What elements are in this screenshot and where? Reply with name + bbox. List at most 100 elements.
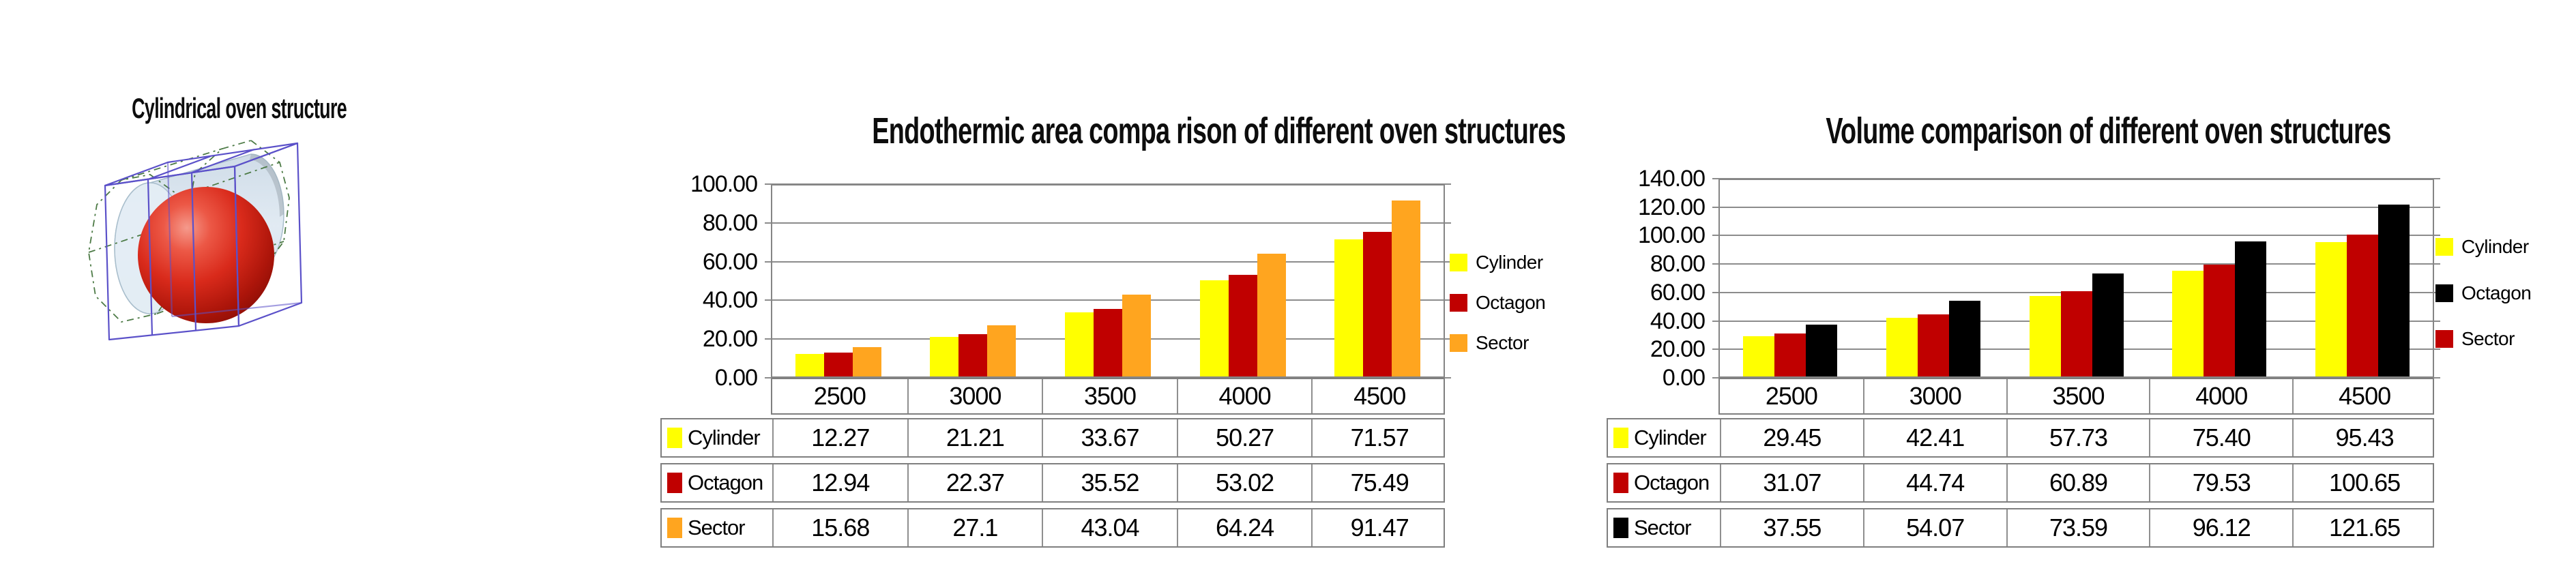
category-label: 4500 <box>1311 379 1446 413</box>
y-tick-label: 0.00 <box>714 365 758 391</box>
y-axis-tick <box>2434 348 2440 351</box>
gridline <box>771 299 1445 301</box>
y-axis-tick <box>2434 263 2440 265</box>
y-axis-tick <box>1445 299 1451 301</box>
gridline <box>771 222 1445 224</box>
structure-3d-figure <box>88 140 303 341</box>
sector-value-3000: 27.1 <box>907 509 1042 546</box>
sector-value-3000: 54.07 <box>1862 509 2006 546</box>
legend-label: Octagon <box>1476 292 1546 313</box>
cylinder-swatch <box>1613 428 1628 448</box>
sector-bar-2500 <box>1805 324 1837 378</box>
legend-item-sector: Sector <box>1450 332 1529 353</box>
cylinder-legend-swatch <box>1450 254 1467 271</box>
y-axis-tick <box>1712 291 1718 293</box>
cylinder-bar-4500 <box>2315 241 2347 378</box>
category-label: 4000 <box>2149 379 2292 413</box>
octagon-swatch <box>667 473 682 493</box>
y-axis-tick <box>2434 206 2440 208</box>
y-axis-tick <box>1445 261 1451 263</box>
y-tick-label: 100.00 <box>690 171 758 197</box>
octagon-swatch <box>1613 473 1628 493</box>
series-label-cell: Cylinder <box>662 419 772 456</box>
series-label-cell: Cylinder <box>1608 419 1720 456</box>
y-axis-tick <box>1445 222 1451 224</box>
cylinder-bar-2500 <box>795 354 824 378</box>
octagon-table-row: Octagon 12.94 22.37 35.52 53.02 75.49 <box>660 463 1445 503</box>
octagon-bar-4500 <box>2347 235 2379 378</box>
octagon-bar-3500 <box>1094 309 1122 378</box>
octagon-legend-swatch <box>1450 294 1467 312</box>
cylinder-value-4500: 95.43 <box>2292 419 2435 456</box>
legend-item-sector: Sector <box>2435 328 2515 349</box>
y-axis-tick <box>1712 263 1718 265</box>
y-axis-tick <box>1712 206 1718 208</box>
sector-value-3500: 43.04 <box>1042 509 1177 546</box>
y-tick-label: 140.00 <box>1638 166 1706 192</box>
gridline <box>771 261 1445 263</box>
sector-value-4000: 96.12 <box>2149 509 2292 546</box>
legend-item-octagon: Octagon <box>1450 292 1546 313</box>
y-tick-label: 0.00 <box>1662 365 1706 391</box>
y-axis-tick <box>1712 377 1718 379</box>
y-axis-tick <box>1712 178 1718 179</box>
sector-legend-swatch <box>1450 334 1467 352</box>
cylinder-value-3500: 33.67 <box>1042 419 1177 456</box>
cylinder-value-2500: 29.45 <box>1720 419 1863 456</box>
y-axis-tick <box>2434 235 2440 237</box>
y-tick-label: 40.00 <box>702 287 758 314</box>
legend-label: Sector <box>2461 328 2515 349</box>
endothermic-chart-title: Endothermic area compa rison of differen… <box>872 110 1566 151</box>
sector-bar-4000 <box>2235 241 2267 378</box>
cylinder-table-row: Cylinder 29.45 42.41 57.73 75.40 95.43 <box>1607 418 2434 458</box>
series-name: Cylinder <box>1634 426 1707 449</box>
legend-item-octagon: Octagon <box>2435 282 2532 303</box>
y-axis-tick <box>765 183 771 185</box>
category-label: 2500 <box>813 382 866 410</box>
series-name: Sector <box>1634 516 1692 539</box>
cylinder-value-4000: 50.27 <box>1176 419 1312 456</box>
legend-label: Cylinder <box>2461 236 2529 257</box>
wire-box <box>104 142 303 341</box>
octagon-bar-4000 <box>1228 275 1257 378</box>
cylinder-bar-3500 <box>2029 295 2061 378</box>
y-axis-tick <box>1445 338 1451 340</box>
sector-bar-2500 <box>852 347 881 378</box>
series-name: Cylinder <box>688 426 761 449</box>
octagon-bar-3000 <box>958 334 988 378</box>
category-label: 4500 <box>2292 379 2435 413</box>
y-axis-tick <box>2434 178 2440 179</box>
cylinder-value-3500: 57.73 <box>2006 419 2150 456</box>
category-header-row: 2500 3000 3500 4000 4500 <box>771 378 1445 415</box>
cylinder-bar-3000 <box>1886 317 1918 378</box>
y-axis-tick <box>1712 320 1718 322</box>
octagon-value-4500: 75.49 <box>1311 464 1446 501</box>
y-axis-tick <box>1712 235 1718 237</box>
series-name: Sector <box>688 516 746 539</box>
series-label-cell: Octagon <box>662 464 772 501</box>
series-name: Octagon <box>1634 471 1710 494</box>
y-axis-tick <box>2434 377 2440 379</box>
sector-table-row: Sector 37.55 54.07 73.59 96.12 121.65 <box>1607 508 2434 548</box>
gridline <box>771 183 1445 185</box>
octagon-value-3000: 22.37 <box>907 464 1042 501</box>
octagon-value-3500: 35.52 <box>1042 464 1177 501</box>
octagon-bar-2500 <box>1774 333 1806 378</box>
cylinder-bar-4000 <box>1199 280 1229 378</box>
category-label: 3000 <box>1862 379 2006 413</box>
y-tick-label: 80.00 <box>1650 251 1706 278</box>
y-axis-tick <box>1445 377 1451 379</box>
y-axis-tick <box>1445 183 1451 185</box>
octagon-table-row: Octagon 31.07 44.74 60.89 79.53 100.65 <box>1607 463 2434 503</box>
octagon-bar-2500 <box>823 353 853 378</box>
category-label: 3000 <box>907 379 1042 413</box>
octagon-bar-3500 <box>2060 291 2092 378</box>
y-axis-tick <box>765 338 771 340</box>
series-label-cell: Octagon <box>1608 464 1720 501</box>
sector-bar-4500 <box>2378 205 2410 378</box>
series-label-cell: Sector <box>1608 509 1720 546</box>
legend-item-cylinder: Cylinder <box>2435 236 2529 257</box>
legend-label: Cylinder <box>1476 252 1543 273</box>
cylinder-bar-3000 <box>930 336 959 378</box>
